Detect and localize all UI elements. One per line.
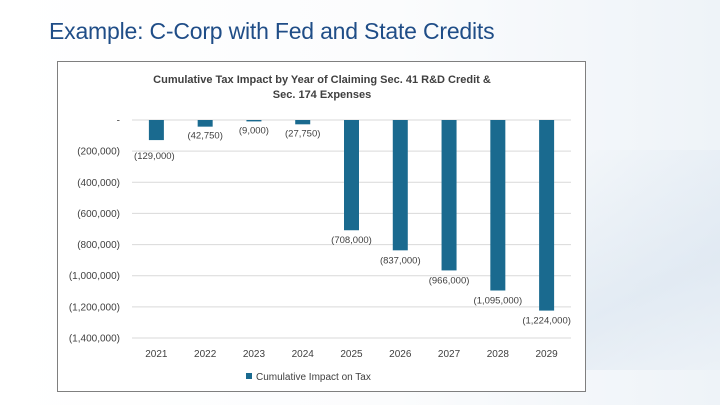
x-tick-label-2021: 2021 <box>145 349 168 360</box>
bar-2025 <box>344 120 359 231</box>
data-label-2024: (27,750) <box>285 128 320 139</box>
x-tick-label-2025: 2025 <box>340 349 363 360</box>
y-tick-label: (200,000) <box>77 147 120 158</box>
bar-2029 <box>539 120 555 311</box>
legend-label: Cumulative Impact on Tax <box>256 372 371 383</box>
data-label-2028: (1,095,000) <box>474 296 523 307</box>
data-label-2022: (42,750) <box>187 131 222 142</box>
x-tick-label-2022: 2022 <box>194 349 217 360</box>
x-tick-label-2027: 2027 <box>438 349 461 360</box>
data-label-2029: (1,224,000) <box>522 316 571 327</box>
y-tick-label: (400,000) <box>77 178 120 189</box>
chart-title-line: Cumulative Tax Impact by Year of Claimin… <box>153 74 491 86</box>
data-label-2025: (708,000) <box>331 235 372 246</box>
chart-container: Cumulative Tax Impact by Year of Claimin… <box>57 61 586 392</box>
bar-2021 <box>148 120 164 141</box>
x-tick-label-2029: 2029 <box>535 349 558 360</box>
y-tick-label: - <box>117 116 120 127</box>
data-label-2023: (9,000) <box>239 125 269 136</box>
x-tick-label-2023: 2023 <box>243 349 266 360</box>
bar-2022 <box>197 120 213 127</box>
bar-2027 <box>441 120 457 271</box>
data-label-2021: (129,000) <box>134 151 175 162</box>
chart-title-line: Sec. 174 Expenses <box>273 89 371 101</box>
y-tick-label: (1,200,000) <box>69 302 120 313</box>
y-tick-label: (800,000) <box>77 240 120 251</box>
y-tick-label: (600,000) <box>77 209 120 220</box>
y-tick-label: (1,000,000) <box>69 271 120 282</box>
data-label-2026: (837,000) <box>380 255 421 266</box>
x-tick-label-2028: 2028 <box>487 349 510 360</box>
bar-2028 <box>490 120 506 291</box>
bar-2023 <box>246 120 262 122</box>
x-tick-label-2024: 2024 <box>292 349 315 360</box>
slide-title: Example: C-Corp with Fed and State Credi… <box>49 18 495 44</box>
y-tick-label: (1,400,000) <box>69 334 120 345</box>
bar-chart: Cumulative Tax Impact by Year of Claimin… <box>69 74 571 383</box>
data-label-2027: (966,000) <box>429 275 470 286</box>
bar-2026 <box>392 120 408 251</box>
bar-2024 <box>295 120 311 125</box>
x-tick-label-2026: 2026 <box>389 349 412 360</box>
legend-swatch <box>246 373 252 379</box>
